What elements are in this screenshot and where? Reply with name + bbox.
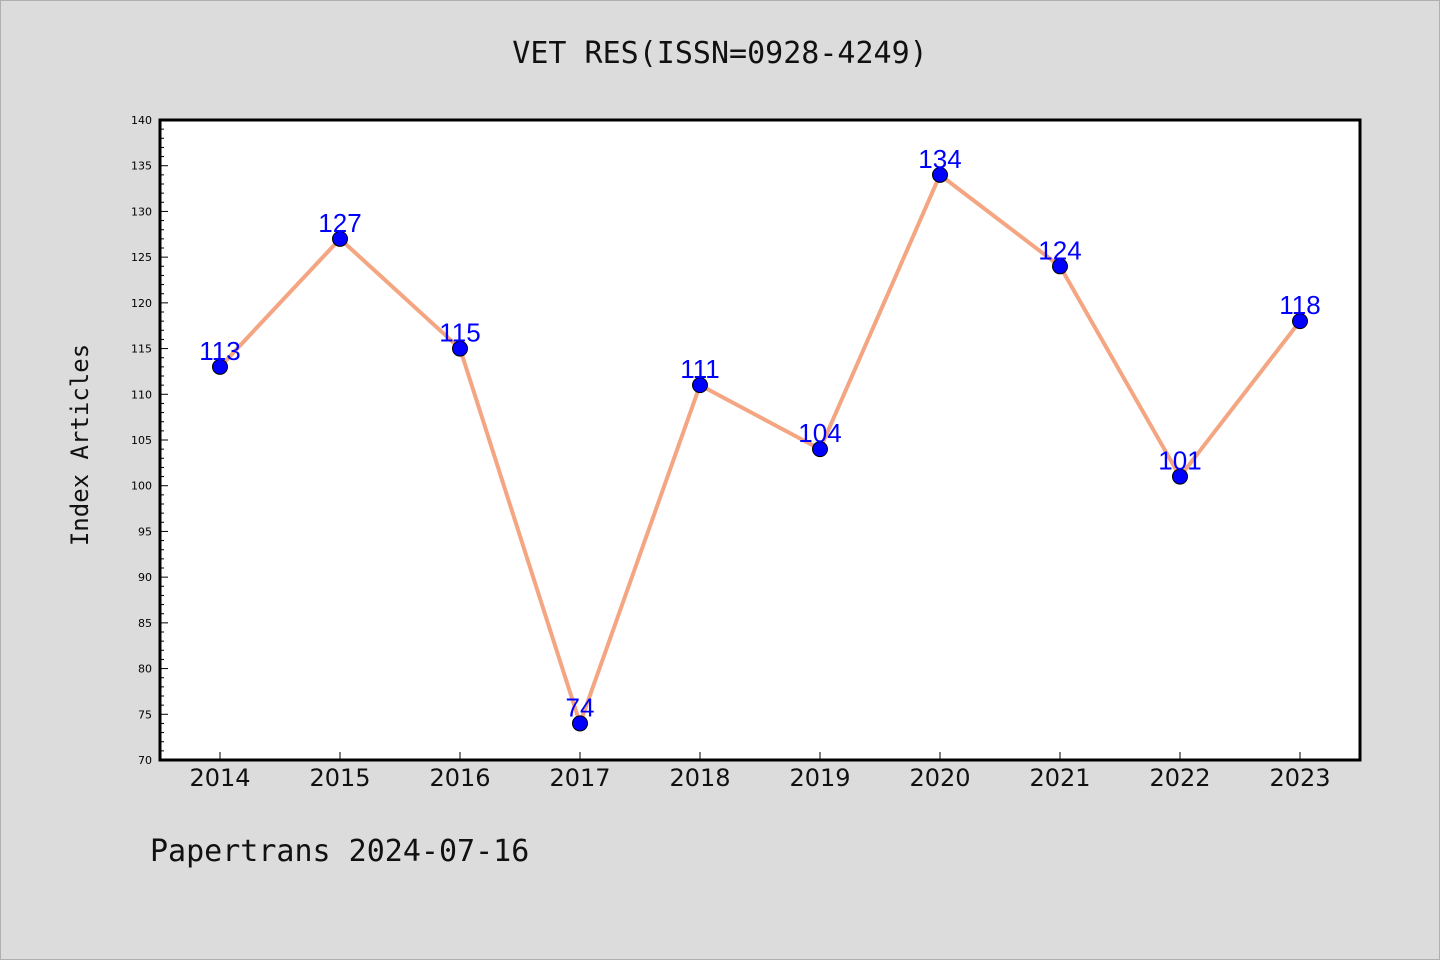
x-tick-label: 2023 [1269, 764, 1330, 792]
y-tick-label: 140 [131, 114, 152, 127]
x-tick-label: 2019 [789, 764, 850, 792]
y-tick-label: 125 [131, 251, 152, 264]
data-label: 134 [918, 144, 961, 174]
data-point [692, 377, 708, 394]
y-tick-label: 100 [131, 480, 152, 493]
y-tick-label: 110 [131, 388, 152, 401]
y-tick-label: 70 [138, 754, 152, 767]
x-tick-label: 2020 [909, 764, 970, 792]
y-tick-label: 95 [138, 525, 152, 538]
y-tick-label: 105 [131, 434, 152, 447]
data-point [812, 441, 828, 458]
x-tick-label: 2022 [1149, 764, 1210, 792]
y-tick-label: 90 [138, 571, 152, 584]
data-label: 124 [1038, 235, 1081, 265]
y-tick-label: 80 [138, 663, 152, 676]
data-label: 74 [566, 692, 595, 722]
data-label: 104 [798, 418, 841, 448]
x-tick-label: 2015 [309, 764, 370, 792]
x-tick-label: 2018 [669, 764, 730, 792]
data-label: 127 [318, 208, 361, 238]
y-tick-label: 120 [131, 297, 152, 310]
plot-border [158, 118, 1362, 762]
series-line [218, 172, 1302, 726]
data-label: 118 [1279, 290, 1320, 320]
data-point [1172, 468, 1188, 485]
data-point [332, 230, 348, 247]
data-point [452, 340, 468, 357]
y-tick-label: 135 [131, 160, 152, 173]
y-tick-label: 130 [131, 205, 152, 218]
y-tick-label: 85 [138, 617, 152, 630]
data-label: 111 [680, 354, 720, 384]
x-tick-label: 2017 [549, 764, 610, 792]
data-point [212, 358, 228, 375]
data-label: 113 [199, 336, 240, 366]
data-point [932, 166, 948, 183]
x-tick-label: 2016 [429, 764, 490, 792]
x-tick-label: 2021 [1029, 764, 1090, 792]
y-tick-label: 115 [131, 343, 152, 356]
y-tick-label: 75 [138, 708, 152, 721]
x-tick-label: 2014 [189, 764, 250, 792]
data-point [1052, 258, 1068, 275]
chart-title: VET RES(ISSN=0928-4249) [512, 36, 928, 71]
footer-credit: Papertrans 2024-07-16 [150, 834, 530, 869]
data-point [572, 715, 588, 732]
data-point [1292, 313, 1308, 330]
data-label: 101 [1158, 446, 1201, 476]
data-label: 115 [439, 318, 480, 348]
